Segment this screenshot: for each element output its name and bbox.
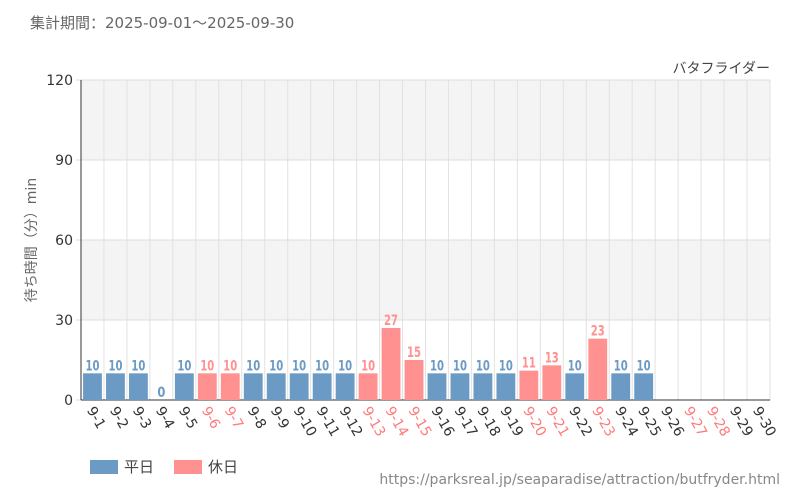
source-url: https://parksreal.jp/seaparadise/attract… bbox=[379, 472, 780, 488]
x-tick-label: 9-4 bbox=[152, 404, 177, 432]
bar-value-label: 10 bbox=[315, 358, 329, 374]
x-tick-label: 9-13 bbox=[359, 404, 389, 440]
bar-value-label: 10 bbox=[476, 358, 490, 374]
legend-swatch-weekday bbox=[90, 459, 118, 474]
bar bbox=[358, 373, 378, 400]
bar-value-label: 10 bbox=[177, 358, 191, 374]
bar bbox=[174, 373, 194, 400]
x-tick-label: 9-20 bbox=[519, 404, 549, 440]
bar bbox=[266, 373, 286, 400]
bar bbox=[197, 373, 217, 400]
x-tick-label: 9-17 bbox=[450, 404, 480, 440]
bar-value-label: 10 bbox=[200, 358, 214, 374]
legend-item-holiday: 休日 bbox=[174, 456, 238, 477]
bar-value-label: 10 bbox=[85, 358, 99, 374]
x-tick-label: 9-11 bbox=[313, 404, 343, 440]
legend: 平日 休日 bbox=[90, 456, 258, 477]
bar-value-label: 10 bbox=[292, 358, 306, 374]
bar-value-label: 27 bbox=[384, 313, 398, 329]
y-tick-label: 60 bbox=[55, 233, 73, 249]
period-label: 集計期間：2025-09-01～2025-09-30 bbox=[30, 14, 295, 32]
bar bbox=[404, 360, 424, 400]
bar bbox=[519, 370, 539, 400]
bar bbox=[381, 328, 401, 400]
bar bbox=[129, 373, 148, 400]
x-tick-label: 9-29 bbox=[726, 404, 756, 440]
bar-value-label: 10 bbox=[361, 358, 375, 374]
bar bbox=[611, 373, 631, 400]
bar bbox=[634, 373, 654, 400]
y-tick-label: 0 bbox=[64, 393, 73, 409]
bar-value-label: 10 bbox=[131, 358, 145, 374]
x-tick-label: 9-18 bbox=[473, 404, 503, 440]
bar bbox=[542, 365, 562, 400]
bar bbox=[335, 373, 355, 400]
x-tick-label: 9-5 bbox=[175, 404, 200, 432]
y-axis-label: 待ち時間（分）min bbox=[24, 178, 40, 302]
x-tick-label: 9-21 bbox=[542, 404, 572, 440]
bar bbox=[220, 373, 240, 400]
bar-chart: 0306090120バタフライダー待ち時間（分）min109-1109-2109… bbox=[24, 61, 779, 440]
bar bbox=[427, 373, 447, 400]
bar-value-label: 0 bbox=[157, 385, 165, 401]
x-tick-label: 9-10 bbox=[290, 404, 320, 440]
x-tick-label: 9-8 bbox=[244, 404, 269, 432]
x-tick-label: 9-15 bbox=[405, 404, 435, 440]
bar bbox=[83, 373, 102, 400]
bar bbox=[565, 373, 585, 400]
bar bbox=[312, 373, 332, 400]
chart-title: バタフライダー bbox=[673, 61, 770, 77]
x-tick-label: 9-22 bbox=[565, 404, 595, 440]
x-tick-label: 9-7 bbox=[221, 404, 246, 432]
bar-value-label: 10 bbox=[338, 358, 352, 374]
bar-value-label: 10 bbox=[637, 358, 651, 374]
legend-item-weekday: 平日 bbox=[90, 456, 154, 477]
bar-value-label: 10 bbox=[614, 358, 628, 374]
legend-label-weekday: 平日 bbox=[124, 458, 155, 476]
bar bbox=[289, 373, 309, 400]
y-tick-label: 120 bbox=[46, 73, 73, 89]
y-tick-label: 30 bbox=[55, 313, 73, 329]
x-tick-label: 9-3 bbox=[129, 404, 154, 432]
bar bbox=[473, 373, 493, 400]
x-tick-label: 9-16 bbox=[428, 404, 458, 440]
bar-value-label: 15 bbox=[407, 345, 421, 361]
x-tick-label: 9-1 bbox=[83, 404, 108, 432]
bar-value-label: 10 bbox=[499, 358, 513, 374]
x-tick-label: 9-30 bbox=[749, 404, 779, 440]
x-tick-label: 9-19 bbox=[496, 404, 526, 440]
bar bbox=[106, 373, 125, 400]
x-tick-label: 9-23 bbox=[588, 404, 618, 440]
bar-value-label: 13 bbox=[545, 350, 559, 366]
bar-value-label: 10 bbox=[453, 358, 467, 374]
bar-value-label: 23 bbox=[591, 324, 605, 340]
x-tick-label: 9-28 bbox=[703, 404, 733, 440]
x-tick-label: 9-27 bbox=[680, 404, 710, 440]
x-tick-label: 9-26 bbox=[657, 404, 687, 440]
x-tick-label: 9-6 bbox=[198, 404, 223, 432]
bar-value-label: 10 bbox=[223, 358, 237, 374]
x-tick-label: 9-25 bbox=[634, 404, 664, 440]
bar-value-label: 10 bbox=[269, 358, 283, 374]
bar bbox=[450, 373, 470, 400]
y-tick-label: 90 bbox=[55, 153, 73, 169]
x-tick-label: 9-14 bbox=[382, 404, 412, 440]
bar bbox=[496, 373, 516, 400]
bar-value-label: 10 bbox=[568, 358, 582, 374]
legend-label-holiday: 休日 bbox=[208, 458, 239, 476]
bar bbox=[588, 338, 608, 400]
bar-value-label: 10 bbox=[246, 358, 260, 374]
bar-value-label: 10 bbox=[108, 358, 122, 374]
bar-value-label: 10 bbox=[430, 358, 444, 374]
x-tick-label: 9-9 bbox=[267, 404, 292, 432]
x-tick-label: 9-24 bbox=[611, 404, 641, 440]
x-tick-label: 9-12 bbox=[336, 404, 366, 440]
bar bbox=[243, 373, 263, 400]
bar-value-label: 11 bbox=[522, 356, 536, 372]
legend-swatch-holiday bbox=[174, 459, 203, 474]
x-tick-label: 9-2 bbox=[106, 404, 131, 432]
